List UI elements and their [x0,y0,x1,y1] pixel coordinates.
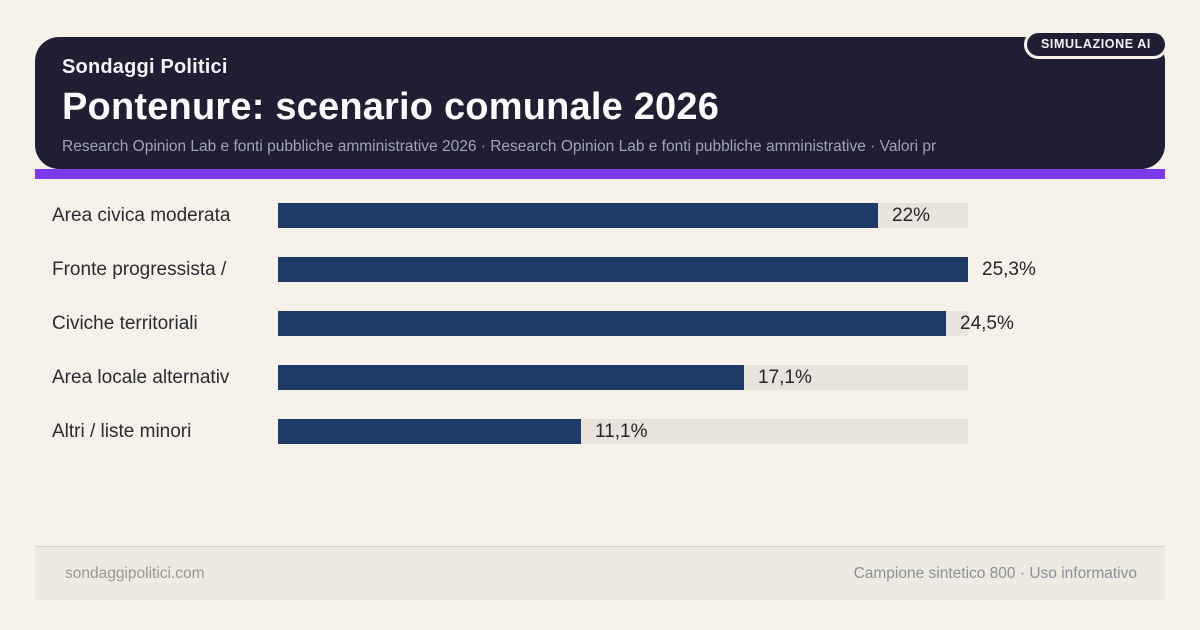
bar-track: 22% [278,203,968,228]
page-title: Pontenure: scenario comunale 2026 [62,86,720,128]
chart-row: Civiche territoriali 24,5% [0,311,1200,336]
value-label: 17,1% [758,367,812,388]
category-label: Altri / liste minori [52,421,192,442]
bar [278,311,946,336]
header-kicker: Sondaggi Politici [62,56,228,78]
value-label: 25,3% [982,259,1036,280]
simulation-badge: SIMULAZIONE AI [1023,30,1168,59]
bar [278,203,878,228]
bar [278,419,581,444]
value-label: 24,5% [960,313,1014,334]
chart-row: Altri / liste minori 11,1% [0,419,1200,444]
bar-chart: Area civica moderata 22% Fronte progressis… [0,203,1200,473]
value-label: 22% [892,205,931,226]
bar-track: 11,1% [278,419,968,444]
header: Sondaggi Politici Pontenure: scenario co… [35,37,1165,169]
category-label: Area civica moderata [52,205,231,226]
chart-row: Area civica moderata 22% [0,203,1200,228]
chart-row: Area locale alternativ 17,1% [0,365,1200,390]
value-label: 11,1% [595,421,648,442]
category-label: Area locale alternativ [52,367,230,388]
footer: sondaggipolitici.com Campione sintetico … [35,546,1165,600]
header-subtitle: Research Opinion Lab e fonti pubbliche a… [62,138,937,155]
bar [278,365,744,390]
bar [278,257,968,282]
accent-divider [35,169,1165,179]
footer-site-label: sondaggipolitici.com [65,564,205,582]
bar-track: 24,5% [278,311,1014,336]
bar-track: 25,3% [278,257,1036,282]
footer-note: Campione sintetico 800 · Uso informativo [853,564,1137,582]
chart-row: Fronte progressista / 25,3% [0,257,1200,282]
category-label: Civiche territoriali [52,313,198,334]
bar-track: 17,1% [278,365,968,390]
category-label: Fronte progressista / [52,259,227,280]
